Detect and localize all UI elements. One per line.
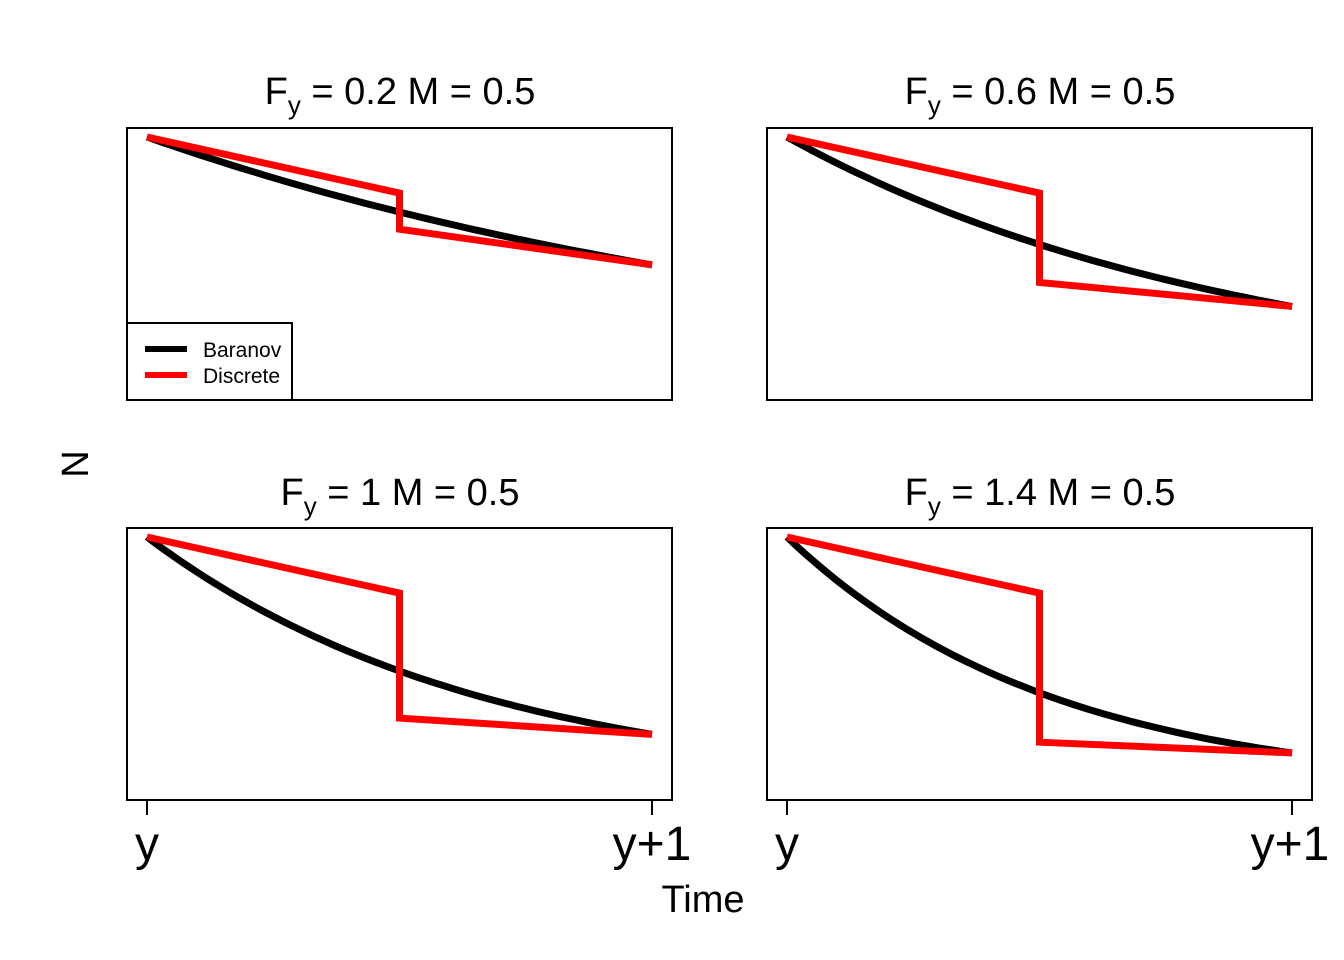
panel-3-x-axis: y y+1 [135, 799, 692, 871]
panel-1-title-main: F [265, 71, 288, 113]
legend-box [126, 322, 293, 401]
panel-4-x-axis: y y+1 [775, 799, 1330, 871]
panel-3-title-sub: y [304, 491, 317, 521]
panel-4-title: Fy = 1.4 M = 0.5 [905, 472, 1176, 521]
legend-label-discrete: Discrete [203, 365, 280, 388]
series-line-discrete [786, 133, 1293, 310]
panel-3-tick-label-y: y [135, 818, 159, 871]
panel-3-plot-lines [144, 533, 653, 738]
panel-4-title-main: F [905, 472, 928, 514]
panel-2-plot-lines [785, 133, 1293, 310]
panel-1-title: Fy = 0.2 M = 0.5 [265, 71, 536, 120]
panel-3-title-main: F [280, 472, 303, 514]
panel-3: Fy = 1 M = 0.5 y y+1 [126, 472, 692, 871]
series-line-discrete [146, 133, 653, 269]
panel-2-title-main: F [905, 71, 928, 113]
panel-1-frame [126, 127, 673, 401]
panel-4-tick-label-y: y [775, 818, 799, 871]
y-axis-label: N [55, 450, 97, 477]
panel-4: Fy = 1.4 M = 0.5 y y+1 [766, 472, 1330, 871]
legend-label-baranov: Baranov [203, 339, 282, 362]
panel-2-frame [766, 127, 1313, 401]
series-line-discrete [146, 533, 653, 738]
panel-4-tick-label-y1: y+1 [1251, 818, 1330, 871]
panel-1-title-sub: y [288, 90, 301, 120]
legend: Baranov Discrete [126, 322, 293, 401]
panel-2: Fy = 0.6 M = 0.5 [766, 71, 1313, 401]
panel-2-title-sub: y [928, 90, 941, 120]
x-axis-label: Time [661, 879, 744, 921]
panel-4-plot-lines [784, 533, 1293, 757]
panel-1-title-rest: = 0.2 M = 0.5 [301, 71, 535, 113]
series-line-discrete [786, 533, 1293, 757]
panel-1-plot-lines [145, 133, 653, 269]
panel-1: Fy = 0.2 M = 0.5 Baranov Discrete [126, 71, 673, 401]
panel-4-title-sub: y [928, 491, 941, 521]
panel-2-title-rest: = 0.6 M = 0.5 [941, 71, 1175, 113]
panel-3-title: Fy = 1 M = 0.5 [280, 472, 519, 521]
panel-2-title: Fy = 0.6 M = 0.5 [905, 71, 1176, 120]
panel-3-title-rest: = 1 M = 0.5 [317, 472, 520, 514]
panel-4-title-rest: = 1.4 M = 0.5 [941, 472, 1175, 514]
panel-3-tick-label-y1: y+1 [613, 818, 692, 871]
